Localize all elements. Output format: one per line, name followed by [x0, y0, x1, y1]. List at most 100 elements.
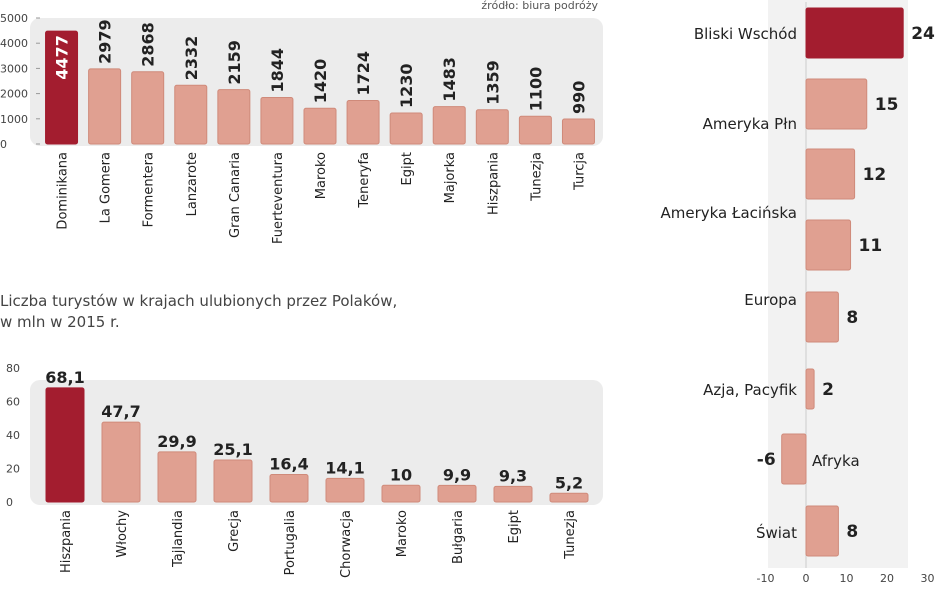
chart1-value-label: 2332 [182, 36, 201, 81]
chart3-value-label: 11 [859, 236, 883, 256]
chart1-plot: 0 1000 2000 3000 4000 5000 4477 Dominikana 2979 L… [0, 12, 595, 244]
chart3-bar [805, 505, 839, 557]
chart1-bar [217, 89, 251, 145]
chart3-value-label: 15 [875, 95, 899, 115]
chart2-value-label: 29,9 [157, 432, 196, 451]
chart3-value-label: 8 [846, 308, 858, 328]
chart3-bar [805, 148, 856, 200]
chart1-value-label: 2868 [139, 22, 158, 67]
chart1-source-note: źródło: biura podróży [481, 0, 598, 12]
chart2-ytick-label: 80 [6, 362, 20, 375]
chart2-category-label: Maroko [395, 510, 410, 557]
chart1-category-label: Dominikana [56, 152, 71, 230]
chart2-bar [325, 477, 365, 503]
chart1-value-label: 1844 [268, 48, 287, 93]
chart3-category-label: Ameryka Płn [703, 115, 797, 133]
chart2-category-label: Włochy [115, 510, 130, 558]
chart2-category-label: Tajlandia [171, 510, 186, 568]
chart1-value-label: 1230 [397, 63, 416, 108]
chart1-bar [561, 118, 595, 145]
chart3-xtick-label: 30 [921, 572, 935, 585]
chart3-value-label: 12 [863, 165, 887, 185]
chart2-subtitle: w mln w 2015 r. [0, 313, 120, 331]
chart1-bar [389, 112, 423, 145]
chart1-value-label: 1483 [440, 57, 459, 102]
chart2-bar [549, 492, 589, 503]
chart3-bar [805, 291, 839, 343]
chart2-category-label: Tunezja [563, 510, 578, 560]
chart1-bar [260, 97, 294, 145]
chart3-bar [805, 368, 815, 410]
chart2-category-label: Hiszpania [59, 510, 74, 573]
chart2-category-label: Portugalia [283, 510, 298, 575]
chart2-bar [213, 459, 253, 503]
chart1-category-label: Majorka [443, 152, 458, 203]
chart1-category-label: Hiszpania [486, 152, 501, 215]
chart3-category-label: Świat [756, 523, 797, 542]
chart1-category-label: Fuerteventura [271, 152, 286, 244]
chart1-ytick-label: 5000 [0, 12, 28, 25]
chart2-category-label: Egipt [507, 510, 522, 543]
chart1-value-label: 4477 [53, 35, 72, 80]
chart3-xtick-label: 10 [840, 572, 854, 585]
chart1-ytick-label: 0 [0, 138, 7, 151]
chart2-bar [101, 421, 141, 503]
chart2-value-label: 16,4 [269, 455, 308, 474]
chart1-bar [432, 106, 466, 145]
chart2-value-label: 9,3 [499, 466, 527, 485]
chart3-value-label: 24 [911, 24, 935, 44]
chart2-category-label: Chorwacja [339, 510, 354, 578]
chart1-category-label: La Gomera [99, 152, 114, 223]
chart1-bar [174, 84, 208, 145]
chart3-bar [805, 78, 868, 130]
chart2-bar [45, 387, 85, 503]
chart1-category-label: Egipt [400, 152, 415, 185]
chart1-value-label: 2159 [225, 40, 244, 85]
chart2-ytick-label: 60 [6, 396, 20, 409]
chart2-plot: 0 20 40 60 80 68,1 Hiszpania 47,7 Włochy 29,9 Tajl… [6, 362, 589, 578]
chart3-category-label: Azja, Pacyfik [703, 381, 797, 399]
chart3-bar [781, 433, 807, 485]
chart3-category-label: Bliski Wschód [694, 25, 797, 43]
chart1-ytick-label: 2000 [0, 88, 28, 101]
chart2-value-label: 47,7 [101, 402, 140, 421]
chart1-category-label: Formentera [142, 152, 157, 227]
chart3-bar [805, 7, 904, 59]
chart1-category-label: Gran Canaria [228, 152, 243, 238]
chart3-value-label: 8 [846, 522, 858, 542]
chart1-value-label: 1724 [354, 51, 373, 96]
chart2-ytick-label: 0 [6, 496, 13, 509]
chart2-bar [437, 484, 477, 503]
chart1-ytick-label: 3000 [0, 62, 28, 75]
chart3-value-label: -6 [757, 450, 776, 470]
chart2-bar [493, 485, 533, 503]
chart1-value-label: 990 [569, 81, 588, 114]
chart3-bar [805, 219, 852, 271]
chart1-ytick-label: 1000 [0, 113, 28, 126]
chart1-category-label: Tunezja [529, 152, 544, 202]
chart3-value-label: 2 [822, 380, 834, 400]
chart2-bar [269, 474, 309, 503]
chart1-value-label: 1420 [311, 59, 330, 104]
chart1-bar [131, 71, 165, 145]
chart1-value-label: 2979 [96, 19, 115, 64]
chart1-bar [475, 109, 509, 145]
chart3-plot: -10 0 10 20 30 24 15 12 11 8 2 -6 8 Bliski Wschód Amer… [660, 2, 935, 585]
chart2-value-label: 14,1 [325, 458, 364, 477]
chart2-value-label: 25,1 [213, 440, 252, 459]
chart1-bar [518, 115, 552, 145]
chart2-value-label: 5,2 [555, 473, 583, 492]
chart3-category-label: Europa [744, 291, 797, 309]
chart2-bar [157, 451, 197, 503]
chart2-value-label: 10 [390, 465, 412, 484]
chart1-category-label: Lanzarote [185, 152, 200, 216]
chart1-value-label: 1100 [526, 67, 545, 112]
chart1-bar [45, 30, 79, 145]
chart1-category-label: Maroko [314, 152, 329, 199]
chart1-category-label: Teneryfa [357, 152, 372, 209]
chart1-ytick-label: 4000 [0, 37, 28, 50]
chart2-value-label: 68,1 [45, 368, 84, 387]
chart1-bar [88, 68, 122, 145]
chart2-ytick-label: 40 [6, 429, 20, 442]
